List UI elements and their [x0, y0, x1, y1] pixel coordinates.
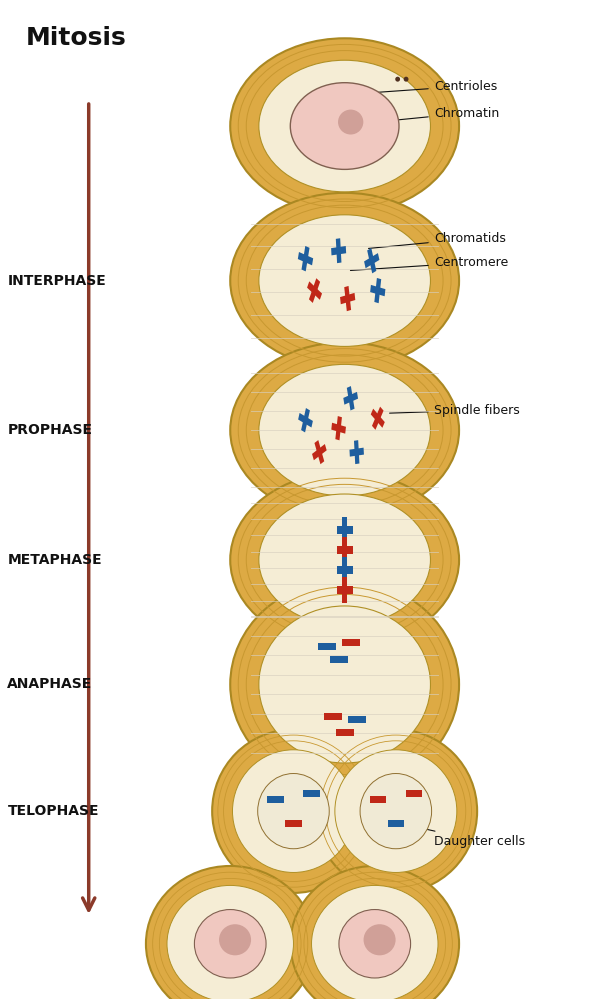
Polygon shape [337, 566, 353, 574]
Ellipse shape [194, 910, 266, 978]
Ellipse shape [259, 215, 431, 346]
Polygon shape [354, 440, 359, 464]
Text: Centromere: Centromere [350, 256, 508, 270]
Ellipse shape [146, 866, 315, 1000]
Bar [286, 820, 302, 827]
Ellipse shape [259, 364, 431, 496]
Polygon shape [332, 423, 346, 434]
Polygon shape [342, 537, 347, 563]
Ellipse shape [338, 110, 364, 135]
Polygon shape [374, 278, 381, 303]
Ellipse shape [312, 885, 438, 1000]
Text: Mitosis: Mitosis [25, 26, 126, 50]
Polygon shape [309, 278, 320, 303]
Bar [388, 820, 404, 827]
Polygon shape [350, 448, 364, 457]
Polygon shape [344, 286, 351, 311]
Polygon shape [298, 252, 313, 265]
Polygon shape [312, 444, 327, 460]
Polygon shape [342, 577, 347, 603]
Ellipse shape [212, 729, 374, 893]
Polygon shape [342, 557, 347, 583]
Polygon shape [342, 517, 347, 543]
Polygon shape [337, 526, 353, 534]
Bar [348, 716, 366, 723]
Bar [303, 790, 319, 797]
Ellipse shape [339, 910, 411, 978]
Ellipse shape [335, 750, 457, 872]
Bar [267, 796, 284, 803]
Text: Centrioles: Centrioles [368, 80, 497, 93]
Polygon shape [337, 586, 353, 594]
Bar [370, 796, 386, 803]
Ellipse shape [364, 924, 396, 955]
Text: ANAPHASE: ANAPHASE [7, 677, 93, 691]
Ellipse shape [167, 885, 293, 1000]
Text: Spindle fibers: Spindle fibers [390, 404, 520, 417]
Text: Chromatids: Chromatids [368, 232, 506, 248]
Ellipse shape [232, 750, 355, 872]
Ellipse shape [231, 193, 459, 368]
Bar [324, 713, 342, 720]
Polygon shape [372, 407, 384, 430]
Text: TELOPHASE: TELOPHASE [7, 804, 99, 818]
Text: Chromatin: Chromatin [368, 107, 499, 123]
Ellipse shape [395, 77, 400, 82]
Bar [336, 729, 354, 736]
Ellipse shape [259, 606, 431, 763]
Bar [342, 639, 360, 646]
Polygon shape [347, 386, 355, 411]
Polygon shape [331, 246, 346, 255]
Ellipse shape [259, 60, 431, 192]
Ellipse shape [219, 924, 251, 955]
Polygon shape [307, 281, 322, 300]
Ellipse shape [231, 472, 459, 648]
Polygon shape [371, 409, 385, 428]
Text: INTERPHASE: INTERPHASE [7, 274, 106, 288]
Bar [318, 643, 336, 650]
Polygon shape [370, 285, 385, 296]
Text: PROPHASE: PROPHASE [7, 423, 93, 437]
Polygon shape [336, 238, 341, 263]
Bar [406, 790, 422, 797]
Polygon shape [367, 248, 376, 273]
Polygon shape [298, 413, 313, 428]
Polygon shape [343, 392, 358, 405]
Polygon shape [337, 546, 353, 554]
Ellipse shape [315, 729, 477, 893]
Ellipse shape [290, 866, 459, 1000]
Ellipse shape [259, 494, 431, 626]
Polygon shape [335, 416, 342, 440]
Ellipse shape [231, 342, 459, 518]
Ellipse shape [290, 83, 399, 169]
Ellipse shape [258, 774, 329, 849]
Text: Daughter cells: Daughter cells [393, 822, 525, 848]
Polygon shape [301, 408, 310, 432]
Ellipse shape [360, 774, 431, 849]
Ellipse shape [231, 580, 459, 789]
Polygon shape [340, 293, 355, 304]
Text: METAPHASE: METAPHASE [7, 553, 102, 567]
Bar [330, 656, 348, 663]
Polygon shape [301, 246, 310, 271]
Polygon shape [364, 253, 379, 268]
Polygon shape [315, 440, 324, 464]
Ellipse shape [231, 38, 459, 214]
Ellipse shape [404, 77, 408, 82]
